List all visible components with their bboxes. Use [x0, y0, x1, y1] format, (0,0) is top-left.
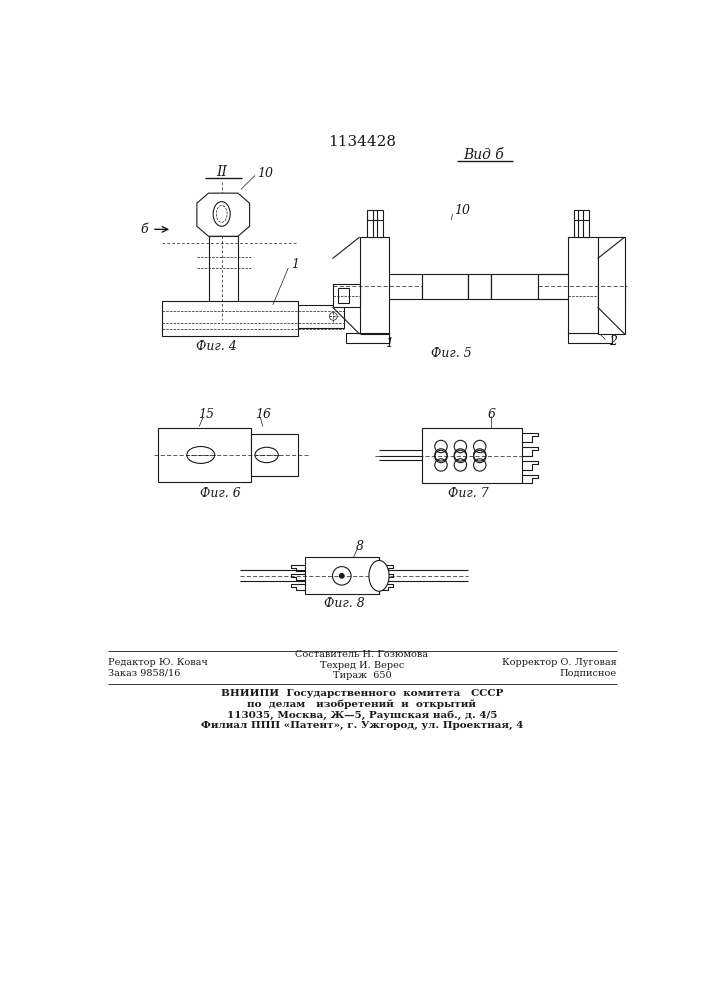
Text: 16: 16 [255, 408, 271, 421]
Text: 2: 2 [609, 335, 617, 348]
Text: Составитель Н. Гозюмова: Составитель Н. Гозюмова [296, 650, 428, 659]
Text: 1134428: 1134428 [328, 135, 396, 149]
Text: Техред И. Верес: Техред И. Верес [320, 661, 404, 670]
Text: 15: 15 [198, 408, 214, 421]
Text: Фиг. 5: Фиг. 5 [431, 347, 472, 360]
Bar [368, 210, 383, 237]
Text: Корректор О. Луговая: Корректор О. Луговая [502, 658, 617, 667]
Text: Заказ 9858/16: Заказ 9858/16 [107, 668, 180, 677]
Text: Редактор Ю. Ковач: Редактор Ю. Ковач [107, 658, 207, 667]
Bar [597, 237, 625, 334]
Text: ВНИИПИ  Государственного  комитета   СССР: ВНИИПИ Государственного комитета СССР [221, 689, 503, 698]
Bar [209, 236, 238, 324]
Bar [568, 333, 612, 343]
Text: 113035, Москва, Ж—5, Раушская наб., д. 4/5: 113035, Москва, Ж—5, Раушская наб., д. 4… [227, 710, 497, 720]
Text: Подписное: Подписное [560, 668, 617, 677]
Polygon shape [197, 193, 250, 236]
Bar [573, 210, 589, 237]
Text: Вид б: Вид б [463, 148, 504, 162]
Bar [332, 284, 360, 307]
Text: Фиг. 8: Фиг. 8 [324, 597, 365, 610]
Text: 8: 8 [356, 540, 363, 553]
Text: 10: 10 [454, 204, 470, 217]
Bar [298, 305, 344, 328]
Text: 10: 10 [257, 167, 274, 180]
Bar [338, 288, 349, 303]
Text: 1: 1 [385, 337, 393, 350]
Circle shape [339, 574, 344, 578]
Bar [568, 237, 597, 334]
Bar [601, 288, 612, 303]
Bar [491, 274, 538, 299]
Text: б: б [141, 223, 148, 236]
Text: 6: 6 [487, 408, 496, 421]
Text: Фиг. 7: Фиг. 7 [448, 487, 489, 500]
Text: по  делам   изобретений  и  открытий: по делам изобретений и открытий [247, 700, 477, 709]
Bar [421, 428, 522, 483]
Bar [597, 284, 625, 307]
Text: Фиг. 6: Фиг. 6 [200, 487, 240, 500]
Bar [360, 237, 389, 334]
Bar [305, 557, 379, 594]
Bar [421, 274, 468, 299]
Bar [158, 428, 251, 482]
Bar [538, 274, 585, 299]
Bar [346, 333, 389, 343]
Text: Филиал ППП «Патент», г. Ужгород, ул. Проектная, 4: Филиал ППП «Патент», г. Ужгород, ул. Про… [201, 721, 523, 730]
Text: II: II [216, 165, 227, 179]
Bar [251, 434, 298, 476]
Text: Тираж  650: Тираж 650 [332, 671, 391, 680]
Bar [162, 301, 298, 336]
Ellipse shape [369, 560, 389, 591]
Bar [468, 274, 491, 299]
Text: Фиг. 4: Фиг. 4 [196, 340, 237, 353]
Text: 1: 1 [291, 258, 300, 271]
